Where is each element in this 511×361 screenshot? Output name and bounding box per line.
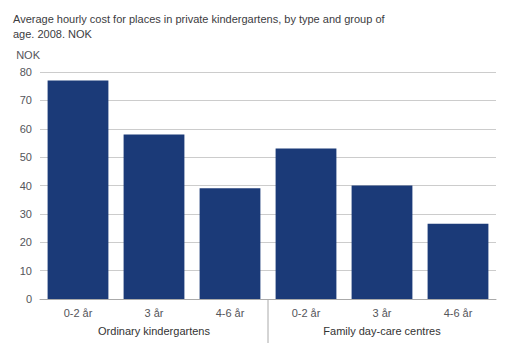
svg-text:Ordinary kindergartens: Ordinary kindergartens bbox=[98, 325, 210, 337]
svg-text:age. 2008. NOK: age. 2008. NOK bbox=[13, 28, 93, 40]
svg-text:3 år: 3 år bbox=[373, 307, 392, 319]
svg-text:50: 50 bbox=[20, 151, 32, 163]
svg-text:0-2 år: 0-2 år bbox=[292, 307, 321, 319]
svg-text:10: 10 bbox=[20, 265, 32, 277]
svg-text:Average hourly cost for places: Average hourly cost for places in privat… bbox=[13, 13, 386, 25]
svg-text:60: 60 bbox=[20, 123, 32, 135]
svg-text:3 år: 3 år bbox=[145, 307, 164, 319]
svg-text:Family day-care centres: Family day-care centres bbox=[323, 325, 441, 337]
svg-text:4-6 år: 4-6 år bbox=[444, 307, 473, 319]
svg-text:NOK: NOK bbox=[16, 49, 41, 61]
svg-text:4-6 år: 4-6 år bbox=[216, 307, 245, 319]
svg-text:80: 80 bbox=[20, 66, 32, 78]
svg-text:20: 20 bbox=[20, 236, 32, 248]
svg-text:0: 0 bbox=[26, 293, 32, 305]
svg-text:70: 70 bbox=[20, 94, 32, 106]
svg-text:40: 40 bbox=[20, 180, 32, 192]
svg-text:0-2 år: 0-2 år bbox=[64, 307, 93, 319]
svg-text:30: 30 bbox=[20, 208, 32, 220]
